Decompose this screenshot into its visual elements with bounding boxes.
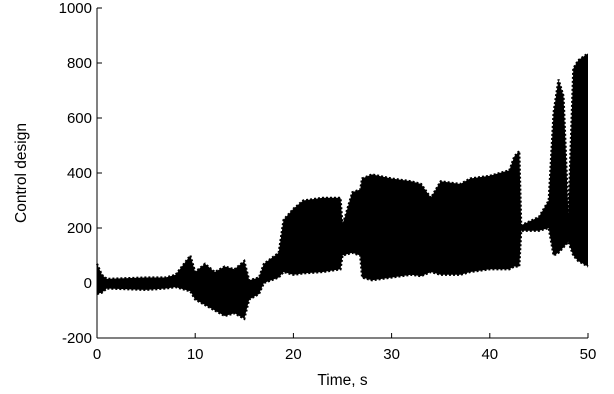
y-tick-label: 200 (67, 220, 92, 237)
x-tick-label: 40 (481, 346, 498, 363)
series-0-lower-line (96, 226, 589, 321)
y-tick-label: 600 (67, 110, 92, 127)
x-axis-label: Time, s (317, 372, 367, 389)
x-tick-label: 30 (383, 346, 400, 363)
series-0-upper-line (95, 52, 589, 282)
x-tick-label: 10 (187, 346, 204, 363)
y-axis-label: Control design (13, 123, 30, 223)
y-tick-label: -200 (62, 330, 92, 347)
x-tick-label: 20 (285, 346, 302, 363)
y-tick-label: 400 (67, 165, 92, 182)
chart-marks (95, 52, 589, 321)
y-tick-label: 1000 (59, 0, 92, 17)
y-tick-label: 800 (67, 55, 92, 72)
x-tick-label: 0 (93, 346, 101, 363)
series-0-envelope (97, 53, 588, 319)
y-tick-label: 0 (84, 275, 92, 292)
x-tick-label: 50 (580, 346, 597, 363)
